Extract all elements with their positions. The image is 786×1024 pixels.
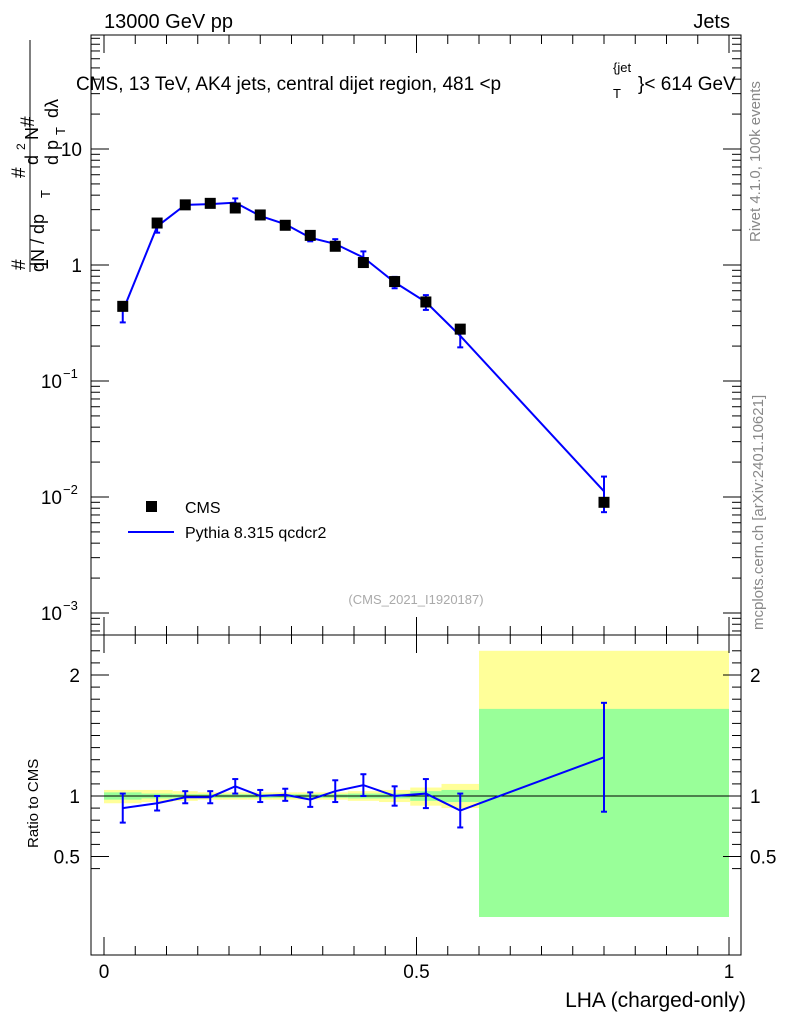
main-tick-label-0.001: 10 [41,604,62,625]
cms-point [598,496,610,508]
cms-point [304,229,316,241]
mcplots-label: mcplots.cern.ch [arXiv:2401.10621] [750,395,767,630]
svg-text:T: T [38,190,53,198]
x-axis-title: LHA (charged-only) [565,989,746,1012]
ratio-tick-label-right-0.5: 0.5 [750,848,776,869]
ratio-tick-label-left-2: 2 [69,666,80,687]
header-energy: 13000 GeV pp [104,11,233,33]
cms-point [389,276,401,288]
main-tick-label-1: 1 [71,256,82,277]
cms-point [117,300,129,312]
svg-text:}< 614 GeV: }< 614 GeV [638,74,736,95]
ratio-tick-label-right-1: 1 [750,787,761,808]
cms-point [229,202,241,214]
chart-title: CMS, 13 TeV, AK4 jets, central dijet reg… [76,60,736,101]
ratio-tick-label-left-1: 1 [69,787,80,808]
cms-point [279,219,291,231]
cms-point [179,199,191,211]
svg-text:d: d [22,155,42,165]
cms-point [357,257,369,269]
svg-text:N: N [22,127,42,140]
svg-text:T: T [53,127,68,135]
svg-text:1: 1 [31,259,53,270]
pythia-line [121,201,605,492]
svg-text:d p: d p [42,140,62,165]
main-tick-label-0.1-exp: −1 [63,366,78,381]
main-tick-label-0.01: 10 [41,488,62,509]
x-tick-label-0: 0 [99,962,110,983]
svg-text:#: # [9,167,30,178]
main-tick-label-0.1: 10 [41,372,62,393]
ratio-tick-label-right-2: 2 [750,666,761,687]
main-tick-label-0.01-exp: −2 [63,482,78,497]
ratio-line [122,756,605,812]
x-tick-label-1: 1 [724,962,735,983]
cms-point [204,197,216,209]
cms-point [329,240,341,252]
cms-point [454,323,466,335]
svg-text:dN / dp: dN / dp [28,214,48,272]
main-tick-label-10: 10 [61,140,82,161]
svg-text:#: # [9,259,30,270]
legend-cms-label: CMS [185,500,221,517]
svg-text:2: 2 [14,143,28,150]
main-tick-label-0.001-exp: −3 [63,598,78,613]
cms-point [254,209,266,221]
cms-point [151,217,163,229]
x-tick-label-0.5: 0.5 [403,962,429,983]
svg-text:T: T [613,86,621,101]
svg-text:{jet: {jet [613,60,631,75]
svg-text:dλ: dλ [42,99,62,118]
ratio-y-axis-title: Ratio to CMS [25,759,42,848]
main-panel-frame [90,34,742,636]
main-y-axis-title: 1 # dN / dp T # d 2 N d p T dλ # [9,40,68,272]
svg-text:CMS, 13 TeV, AK4 jets, central: CMS, 13 TeV, AK4 jets, central dijet reg… [76,74,501,95]
legend: CMS Pythia 8.315 qcdcr2 [128,500,327,542]
header-jets: Jets [693,11,730,33]
ratio-tick-label-left-0.5: 0.5 [54,848,80,869]
analysis-id: (CMS_2021_I1920187) [348,592,483,607]
svg-text:#: # [18,116,39,127]
rivet-label: Rivet 4.1.0, 100k events [747,81,764,242]
cms-point [420,296,432,308]
legend-pythia-label: Pythia 8.315 qcdcr2 [185,525,327,542]
legend-cms-marker [146,501,157,512]
